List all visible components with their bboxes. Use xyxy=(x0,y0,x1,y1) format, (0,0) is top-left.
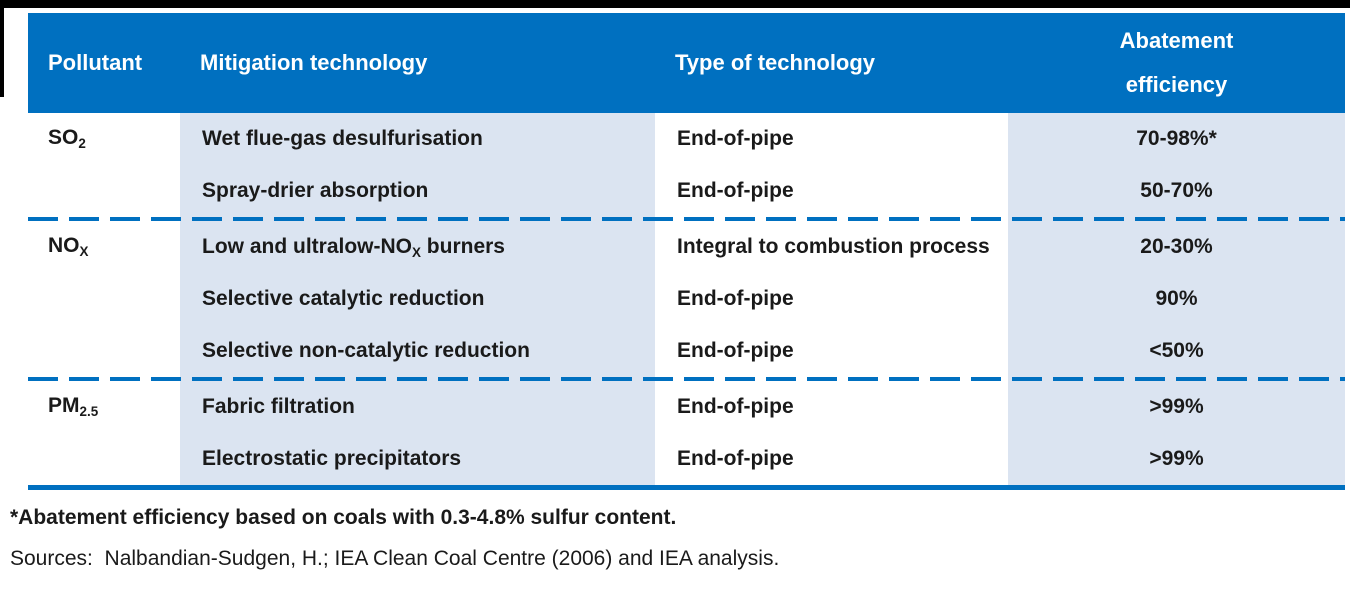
mitigation-technology-table: Pollutant Mitigation technology Type of … xyxy=(28,13,1345,490)
efficiency-cell: 20-30% xyxy=(1008,221,1345,273)
left-frame-border xyxy=(0,0,4,97)
pollutant-base: SO xyxy=(48,126,79,149)
type-cell: End-of-pipe xyxy=(655,433,1008,490)
top-frame-border xyxy=(0,0,1350,8)
abatement-efficiency-label: Abatement efficiency xyxy=(1119,28,1234,97)
type-cell: Integral to combustion process xyxy=(655,221,1008,273)
footnote-text: *Abatement efficiency based on coals wit… xyxy=(10,506,677,529)
efficiency-cell: >99% xyxy=(1008,381,1345,433)
type-cell: End-of-pipe xyxy=(655,113,1008,165)
table-row: Spray-drier absorption End-of-pipe 50-70… xyxy=(28,165,1345,217)
tech-cell: Selective catalytic reduction xyxy=(180,273,655,325)
column-header-type-of-technology: Type of technology xyxy=(655,13,1008,113)
type-cell: End-of-pipe xyxy=(655,165,1008,217)
type-cell: End-of-pipe xyxy=(655,381,1008,433)
group-separator xyxy=(28,217,1345,221)
table-row: Electrostatic precipitators End-of-pipe … xyxy=(28,433,1345,490)
column-header-pollutant: Pollutant xyxy=(28,13,180,113)
pollutant-base: NO xyxy=(48,234,80,257)
table-header: Pollutant Mitigation technology Type of … xyxy=(28,13,1345,113)
table-row: NOX Low and ultralow-NOX burners Integra… xyxy=(28,221,1345,377)
pollutant-subscript: X xyxy=(79,243,89,259)
efficiency-cell: 90% xyxy=(1008,273,1345,325)
group-separator xyxy=(28,377,1345,381)
table-row: PM2.5 Fabric filtration End-of-pipe >99% xyxy=(28,381,1345,490)
table-row: SO2 Wet flue-gas desulfurisation End-of-… xyxy=(28,113,1345,217)
efficiency-cell: 50-70% xyxy=(1008,165,1345,217)
efficiency-cell: <50% xyxy=(1008,325,1345,377)
pollutant-cell-nox: NOX xyxy=(28,221,180,377)
tech-cell: Wet flue-gas desulfurisation xyxy=(180,113,655,165)
sources-text: Sources: Nalbandian-Sudgen, H.; IEA Clea… xyxy=(10,547,780,570)
table-row: Selective catalytic reduction End-of-pip… xyxy=(28,273,1345,325)
table-notes: *Abatement efficiency based on coals wit… xyxy=(10,506,1362,571)
table-row: Selective non-catalytic reduction End-of… xyxy=(28,325,1345,377)
column-header-abatement-efficiency: Abatement efficiency xyxy=(1008,13,1345,113)
tech-cell: Electrostatic precipitators xyxy=(180,433,655,490)
pollutant-subscript: 2.5 xyxy=(79,403,99,419)
tech-cell: Spray-drier absorption xyxy=(180,165,655,217)
efficiency-cell: 70-98%* xyxy=(1008,113,1345,165)
tech-cell: Fabric filtration xyxy=(180,381,655,433)
type-cell: End-of-pipe xyxy=(655,273,1008,325)
pollutant-base: PM xyxy=(48,394,80,417)
column-header-mitigation-technology: Mitigation technology xyxy=(180,13,655,113)
tech-cell: Low and ultralow-NOX burners xyxy=(180,221,655,273)
efficiency-cell: >99% xyxy=(1008,433,1345,490)
type-cell: End-of-pipe xyxy=(655,325,1008,377)
pollutant-cell-so2: SO2 xyxy=(28,113,180,217)
tech-cell: Selective non-catalytic reduction xyxy=(180,325,655,377)
pollutant-cell-pm25: PM2.5 xyxy=(28,381,180,490)
pollutant-subscript: 2 xyxy=(78,135,86,151)
